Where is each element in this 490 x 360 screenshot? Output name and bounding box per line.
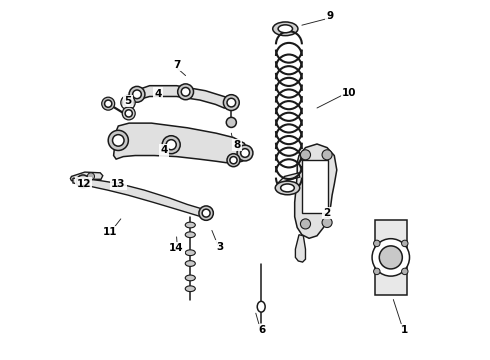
Circle shape: [373, 268, 380, 275]
Ellipse shape: [281, 184, 294, 192]
Text: 6: 6: [258, 325, 266, 336]
Circle shape: [227, 98, 236, 107]
Circle shape: [79, 178, 87, 185]
Ellipse shape: [278, 25, 293, 33]
Polygon shape: [277, 173, 300, 188]
Text: 3: 3: [216, 242, 223, 252]
Polygon shape: [71, 172, 103, 181]
Circle shape: [322, 150, 332, 160]
Text: 8: 8: [233, 140, 241, 150]
Circle shape: [166, 140, 176, 150]
FancyBboxPatch shape: [374, 220, 407, 295]
Text: 14: 14: [169, 243, 184, 253]
Circle shape: [121, 95, 135, 110]
Circle shape: [76, 175, 90, 188]
Circle shape: [402, 268, 408, 275]
Polygon shape: [133, 86, 233, 109]
Ellipse shape: [273, 22, 298, 36]
Ellipse shape: [185, 286, 196, 292]
FancyBboxPatch shape: [302, 160, 328, 213]
Polygon shape: [73, 178, 207, 217]
Circle shape: [227, 154, 240, 167]
Text: 4: 4: [154, 89, 162, 99]
Polygon shape: [294, 144, 337, 238]
Text: 7: 7: [173, 60, 180, 70]
Circle shape: [162, 136, 180, 154]
Circle shape: [108, 130, 128, 150]
Circle shape: [223, 95, 239, 111]
Circle shape: [230, 157, 237, 164]
Circle shape: [129, 86, 145, 102]
Text: 1: 1: [400, 325, 408, 336]
Text: 5: 5: [124, 96, 132, 106]
Circle shape: [402, 240, 408, 247]
Text: 10: 10: [342, 88, 357, 98]
Circle shape: [199, 206, 213, 220]
Circle shape: [104, 100, 112, 107]
Circle shape: [202, 209, 210, 217]
Circle shape: [125, 110, 132, 117]
Circle shape: [237, 145, 253, 161]
Polygon shape: [295, 235, 305, 262]
Circle shape: [300, 219, 311, 229]
Circle shape: [373, 240, 380, 247]
Ellipse shape: [185, 222, 196, 228]
Circle shape: [133, 90, 141, 99]
Circle shape: [322, 217, 332, 228]
Ellipse shape: [185, 250, 196, 256]
Circle shape: [181, 87, 190, 96]
Circle shape: [178, 84, 194, 100]
Text: 11: 11: [103, 227, 117, 237]
Circle shape: [113, 135, 124, 146]
Circle shape: [226, 117, 236, 127]
Text: 9: 9: [326, 11, 333, 21]
Ellipse shape: [275, 181, 300, 195]
Ellipse shape: [185, 261, 196, 266]
Text: 2: 2: [323, 208, 331, 218]
Text: 13: 13: [111, 179, 125, 189]
Polygon shape: [114, 123, 248, 163]
Circle shape: [122, 107, 135, 120]
Ellipse shape: [257, 301, 265, 312]
Text: 4: 4: [160, 145, 168, 156]
Circle shape: [379, 246, 402, 269]
Circle shape: [123, 98, 132, 107]
Circle shape: [300, 150, 311, 160]
Circle shape: [102, 97, 115, 110]
Circle shape: [87, 173, 95, 180]
Ellipse shape: [185, 275, 196, 281]
Ellipse shape: [185, 232, 196, 238]
Circle shape: [372, 239, 410, 276]
Circle shape: [241, 149, 249, 157]
Text: 12: 12: [76, 179, 91, 189]
